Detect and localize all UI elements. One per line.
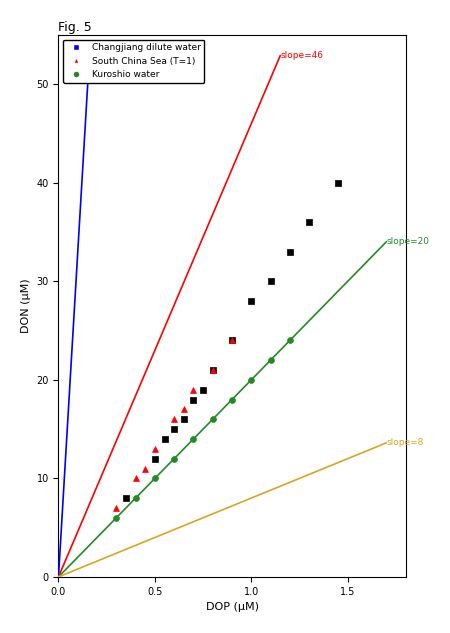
Point (151, 444, 158, 454)
Point (229, 394, 236, 404)
Point (161, 434, 168, 444)
Point (209, 365, 216, 375)
Point (132, 493, 139, 503)
Text: slope=20: slope=20 (386, 237, 429, 246)
Text: slope=46: slope=46 (280, 51, 323, 60)
Point (171, 414, 178, 424)
Legend: Changjiang dilute water, South China Sea (T=1), Kuroshio water: Changjiang dilute water, South China Sea… (63, 39, 204, 83)
Point (132, 473, 139, 484)
Y-axis label: DON (μM): DON (μM) (21, 279, 31, 333)
Point (286, 335, 293, 346)
Text: Fig. 5: Fig. 5 (58, 21, 92, 34)
Point (171, 424, 178, 434)
Point (306, 217, 313, 227)
Point (209, 365, 216, 375)
Point (229, 335, 236, 346)
Text: slope=8: slope=8 (386, 439, 423, 448)
Point (209, 414, 216, 424)
Point (248, 296, 255, 306)
Point (142, 463, 149, 473)
Text: slope=330: slope=330 (90, 52, 138, 61)
Point (199, 385, 207, 395)
Point (151, 454, 158, 464)
Point (267, 276, 274, 286)
Point (267, 355, 274, 365)
Point (151, 473, 158, 484)
Point (334, 178, 342, 188)
Point (122, 493, 130, 503)
Point (113, 503, 120, 513)
Point (229, 335, 236, 346)
Point (190, 394, 197, 404)
Point (180, 404, 187, 415)
Point (190, 434, 197, 444)
Point (286, 247, 293, 257)
Point (180, 414, 187, 424)
X-axis label: DOP (μM): DOP (μM) (206, 602, 258, 612)
Point (190, 385, 197, 395)
Point (171, 454, 178, 464)
Point (113, 513, 120, 523)
Point (248, 375, 255, 385)
